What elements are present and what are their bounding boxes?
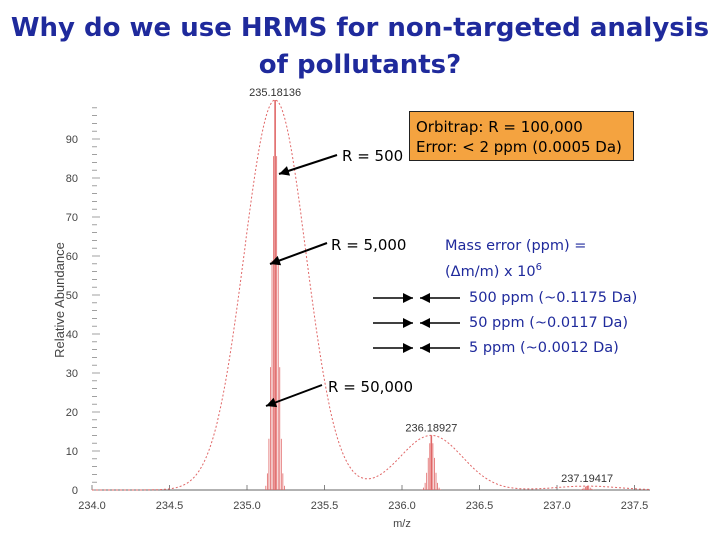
mass-error-line-2: (Δm/m) x 106 [445,257,586,283]
spectrum-r500 [92,99,650,491]
ppm-item-50: 50 ppm (~0.0117 Da) [469,315,629,331]
orbitrap-line-1: Orbitrap: R = 100,000 [416,118,583,136]
y-tick-label: 50 [66,290,78,302]
y-tick-label: 0 [72,485,78,497]
y-tick-label: 90 [66,134,78,146]
arrow-ppm-left [373,343,413,353]
peak-label: 237.19417 [561,473,613,485]
mass-error-formula: m/m) x 10 [460,263,536,280]
x-tick-label: 236.5 [466,500,494,512]
arrow-ppm-right [420,343,460,353]
y-tick-label: 40 [66,329,78,341]
title-line-1: Why do we use HRMS for non-targeted anal… [10,13,710,43]
y-axis-label: Relative Abundance [52,242,67,358]
label-r50000: R = 50,000 [328,378,414,396]
peak-label: 235.18136 [249,87,301,99]
x-tick-label: 234.0 [78,500,106,512]
peak-label: 236.18927 [405,422,457,434]
y-tick-label: 30 [66,368,78,380]
x-axis-label: m/z [393,518,411,530]
x-tick-label: 237.5 [621,500,649,512]
ppm-item-500: 500 ppm (~0.1175 Da) [469,290,638,306]
x-tick-label: 235.0 [233,500,261,512]
slide-title: Why do we use HRMS for non-targeted anal… [0,10,720,84]
title-line-2: of pollutants? [258,50,462,80]
x-tick-label: 235.5 [311,500,339,512]
arrow-ppm-left [373,318,413,328]
y-tick-label: 80 [66,173,78,185]
arrow-r5000 [269,242,328,266]
label-r500: R = 500 [342,147,404,165]
mass-error-exponent: 6 [535,262,543,273]
mass-error-line-1: Mass error (ppm) = [445,238,587,254]
x-tick-label: 237.0 [543,500,571,512]
ppm-item-5: 5 ppm (~0.0012 Da) [469,340,619,356]
y-tick-label: 10 [66,446,78,458]
label-r5000: R = 5,000 [331,236,407,254]
arrow-ppm-left [373,293,413,303]
mass-error-note: Mass error (ppm) = (Δm/m) x 106 [445,236,586,283]
delta-symbol: Δ [450,263,461,280]
arrow-r500 [278,154,338,176]
arrow-ppm-right [420,293,460,303]
arrow-r50000 [265,384,323,408]
orbitrap-box: Orbitrap: R = 100,000 Error: < 2 ppm (0.… [409,111,634,161]
mass-error-paren: ( [445,263,451,280]
orbitrap-line-2: Error: < 2 ppm (0.0005 Da) [416,138,622,156]
arrow-ppm-right [420,318,460,328]
y-tick-label: 60 [66,251,78,263]
y-tick-label: 20 [66,407,78,419]
y-tick-label: 70 [66,212,78,224]
x-tick-label: 234.5 [156,500,184,512]
x-tick-label: 236.0 [388,500,416,512]
